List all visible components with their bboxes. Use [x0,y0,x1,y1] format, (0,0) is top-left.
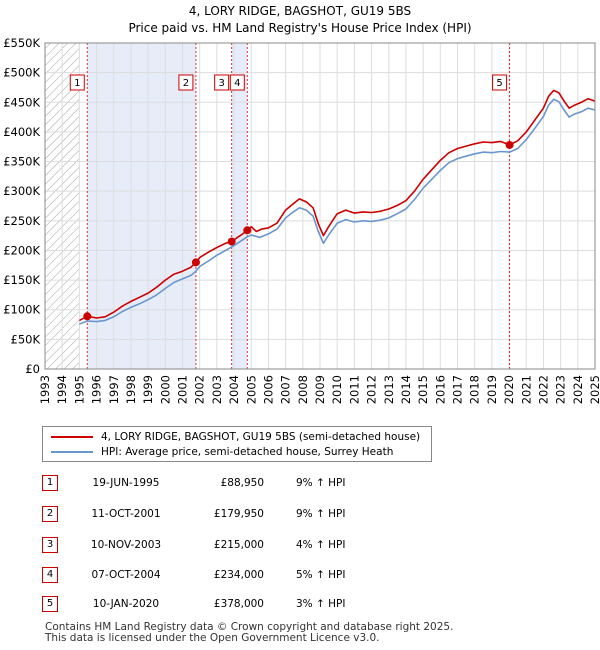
sale-number-badge: 4 [42,567,58,583]
sale-point [505,140,514,149]
x-tick-label: 2010 [330,375,344,404]
hpi-line [79,98,596,325]
footer-copyright: Contains HM Land Registry data © Crown c… [45,621,454,633]
x-tick-label: 2000 [158,375,172,404]
chart-legend: 4, LORY RIDGE, BAGSHOT, GU19 5BS (semi-d… [42,426,432,462]
x-tick-label: 2023 [554,375,568,404]
sale-point [191,258,200,267]
x-tick-label: 2017 [451,375,465,404]
x-tick-label: 2005 [244,375,258,404]
x-tick-label: 2009 [313,375,327,404]
x-tick-label: 2008 [296,375,310,404]
sale-price: £234,000 [213,569,264,581]
sale-date: 07-OCT-2004 [91,569,161,581]
x-tick-label: 2002 [193,375,207,404]
x-tick-label: 1999 [141,375,155,404]
x-tick-label: 2019 [485,375,499,404]
sale-date: 19-JUN-1995 [92,477,160,489]
x-tick-label: 2014 [399,375,413,404]
y-tick-label: £450K [3,95,40,109]
sale-number-badge: 3 [42,537,58,553]
ownership-shade [87,43,196,369]
y-tick-label: £250K [3,214,40,228]
legend-property-label: 4, LORY RIDGE, BAGSHOT, GU19 5BS (semi-d… [101,431,421,443]
sale-price: £215,000 [213,539,264,551]
legend-item-property: 4, LORY RIDGE, BAGSHOT, GU19 5BS (semi-d… [51,430,420,444]
x-tick-label: 2006 [261,375,275,404]
y-tick-label: £150K [3,273,40,287]
x-tick-label: 2003 [210,375,224,404]
sale-price: £179,950 [213,508,264,520]
sale-hpi-diff: 5% ↑ HPI [296,569,346,581]
sale-date: 10-JAN-2020 [92,598,160,610]
y-tick-label: £50K [11,332,41,346]
legend-red-line [51,436,93,438]
ownership-shade [231,43,248,369]
y-tick-label: £200K [3,243,40,257]
x-tick-label: 2024 [571,375,585,404]
legend-hpi-label: HPI: Average price, semi-detached house,… [101,446,394,458]
sale-label-number: 5 [496,78,502,89]
x-tick-label: 2004 [227,375,241,404]
y-tick-label: £350K [3,155,40,169]
x-tick-label: 1993 [38,375,52,404]
y-tick-label: £0 [25,362,40,376]
chart-title-line2: Price paid vs. HM Land Registry's House … [128,21,472,35]
sale-hpi-diff: 9% ↑ HPI [296,477,346,489]
x-tick-label: 2016 [433,375,447,404]
x-tick-label: 2012 [365,375,379,404]
y-tick-label: £400K [3,125,40,139]
sale-point [83,312,92,321]
legend-blue-line [51,451,93,453]
x-tick-label: 2001 [176,375,190,404]
sale-label-number: 4 [234,78,240,89]
sale-label-box [229,74,245,91]
sale-number-badge: 1 [42,475,58,491]
sale-hpi-diff: 9% ↑ HPI [296,508,346,520]
x-tick-label: 2018 [468,375,482,404]
chart-title-line1: 4, LORY RIDGE, BAGSHOT, GU19 5BS [188,4,412,18]
footer-licence: This data is licensed under the Open Gov… [45,632,380,644]
sale-point [243,226,252,235]
legend-item-hpi: HPI: Average price, semi-detached house,… [51,445,393,459]
sale-label-box [492,74,508,91]
plot-border [44,42,596,370]
sale-date: 11-OCT-2001 [91,508,161,520]
y-tick-label: £100K [3,303,40,317]
sale-label-box [178,74,194,91]
sale-label-number: 1 [74,78,80,89]
sale-label-number: 2 [183,78,189,89]
sale-price: £88,950 [220,477,264,489]
x-tick-label: 2011 [347,375,361,404]
x-tick-label: 2007 [279,375,293,404]
sale-hpi-diff: 4% ↑ HPI [296,539,346,551]
sale-date: 10-NOV-2003 [90,539,162,551]
sale-label-box [214,74,230,91]
sale-hpi-diff: 3% ↑ HPI [296,598,346,610]
y-tick-label: £300K [3,184,40,198]
x-tick-label: 2021 [519,375,533,404]
x-tick-label: 2020 [502,375,516,404]
sale-number-badge: 2 [42,506,58,522]
sale-number-badge: 5 [42,596,58,612]
sale-label-number: 3 [218,78,224,89]
x-tick-label: 2013 [382,375,396,404]
x-tick-label: 1998 [124,375,138,404]
x-tick-label: 1997 [107,375,121,404]
sale-point [227,237,236,246]
x-tick-label: 1995 [72,375,86,404]
x-tick-label: 1996 [90,375,104,404]
y-tick-label: £550K [3,36,40,50]
y-tick-label: £500K [3,66,40,80]
x-tick-label: 2022 [536,375,550,404]
price-paid-line [79,89,596,322]
sale-label-box [69,74,85,91]
x-tick-label: 2015 [416,375,430,404]
x-tick-label: 2025 [588,375,600,404]
sale-price: £378,000 [213,598,264,610]
x-tick-label: 1994 [55,375,69,404]
